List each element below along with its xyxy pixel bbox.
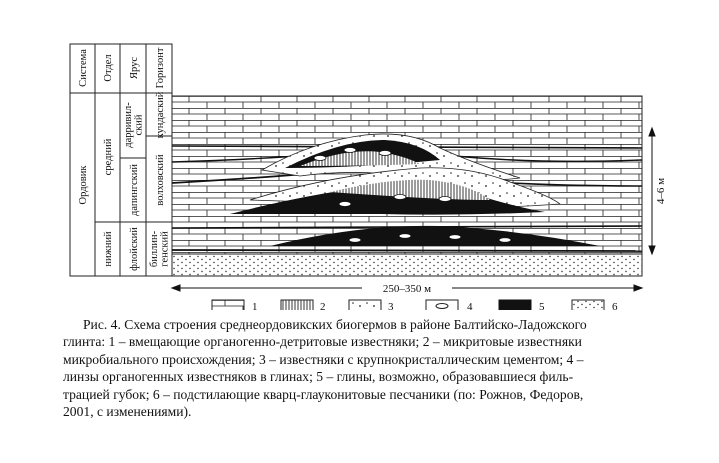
caption-line-5: трацией губок; 6 – подстилающие кварц-гл…: [63, 386, 584, 402]
lower-biogerm: [270, 225, 600, 246]
caption-line-4: линзы органогенных известняков в глинах;…: [63, 369, 574, 385]
legend-swatch-1: [211, 299, 245, 310]
thickness-dimension: [648, 126, 656, 256]
legend-label-3: 3: [388, 301, 394, 310]
width-label: 250–350 м: [383, 283, 431, 295]
legend-label-1: 1: [252, 301, 258, 310]
legend-swatch-3: [348, 299, 382, 310]
stage-dapingian: дапингский: [129, 164, 140, 216]
legend-label-5: 5: [539, 301, 545, 310]
legend-label-4: 4: [467, 301, 473, 310]
header-horizon: Горизонт: [155, 47, 166, 88]
biogerm-scheme-figure: Система Отдел Ярус Горизонт Ордовик сред…: [69, 43, 667, 310]
legend-label-6: 6: [612, 301, 618, 310]
legend-swatch-6: [571, 299, 605, 310]
figure-caption: Рис. 4. Схема строения среднеордовикских…: [63, 316, 663, 420]
legend-label-2: 2: [320, 301, 326, 310]
caption-line-3: микробиального происхождения; 3 – извест…: [63, 351, 584, 367]
caption-line-2: глинта: 1 – вмещающие органогенно-детрит…: [63, 334, 582, 350]
horizon-kunda: кундаский: [155, 91, 166, 138]
series-lower: нижний: [103, 231, 114, 267]
legend-swatch-5: [498, 299, 532, 310]
sandstone-layer: [171, 253, 643, 277]
legend: 1 2 3 4 5 6: [211, 299, 618, 310]
caption-line-1: Рис. 4. Схема строения среднеордовикских…: [83, 317, 587, 332]
header-series: Отдел: [103, 54, 114, 81]
horizon-billingen: биллин-генский: [149, 230, 171, 267]
system-ordovician: Ордовик: [78, 165, 89, 205]
header-stage: Ярус: [129, 57, 140, 79]
caption-line-6: 2001, с изменениями).: [63, 404, 192, 420]
header-system: Система: [78, 49, 89, 87]
stage-floian: флойский: [129, 227, 140, 271]
legend-swatch-2: [280, 299, 314, 310]
series-middle: средний: [103, 138, 114, 175]
middle-biogerm: [230, 167, 562, 215]
stage-darriwilian: дарривил-ский: [123, 102, 145, 148]
geological-section: [171, 95, 643, 277]
horizon-volkhov: волховский: [155, 154, 166, 206]
stratigraphic-table: [69, 43, 173, 277]
thickness-label: 4–6 м: [655, 178, 667, 204]
